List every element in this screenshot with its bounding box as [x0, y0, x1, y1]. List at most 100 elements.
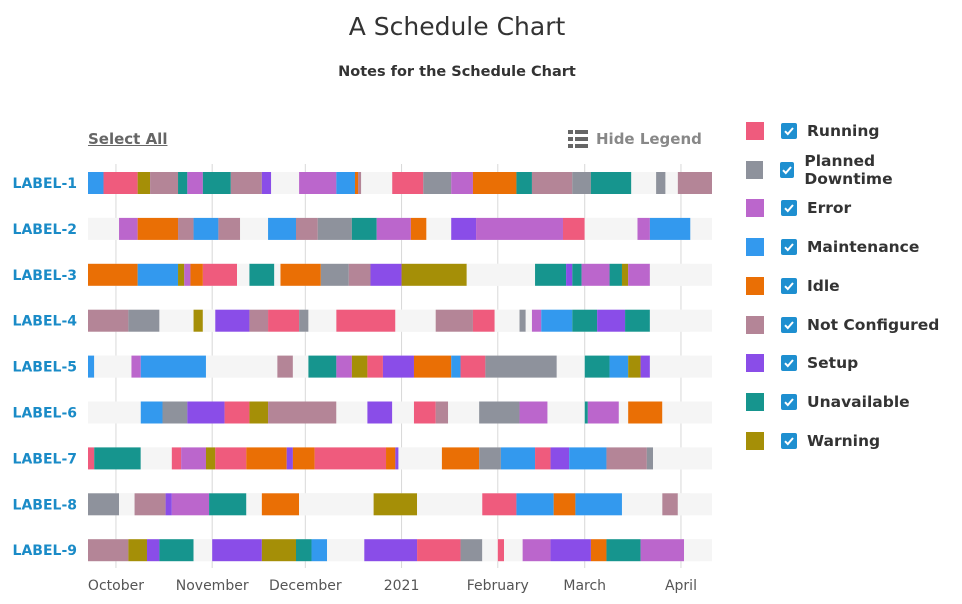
schedule-bar[interactable] [376, 217, 411, 240]
schedule-bar[interactable] [519, 401, 548, 424]
schedule-bar[interactable] [88, 447, 95, 470]
schedule-bar[interactable] [205, 355, 278, 378]
schedule-bar[interactable] [94, 355, 132, 378]
schedule-bar[interactable] [494, 309, 520, 332]
schedule-bar[interactable] [519, 309, 526, 332]
schedule-bar[interactable] [525, 309, 532, 332]
schedule-bar[interactable] [140, 447, 172, 470]
schedule-bar[interactable] [553, 493, 576, 516]
schedule-bar[interactable] [516, 172, 532, 194]
schedule-bar[interactable] [423, 172, 452, 194]
legend-item[interactable]: Error [746, 194, 956, 222]
schedule-bar[interactable] [88, 309, 129, 332]
schedule-bar[interactable] [299, 309, 309, 332]
schedule-bar[interactable] [246, 447, 287, 470]
schedule-bar[interactable] [621, 493, 663, 516]
schedule-bar[interactable] [131, 355, 141, 378]
schedule-bar[interactable] [547, 401, 585, 424]
schedule-bar[interactable] [348, 263, 371, 286]
schedule-bar[interactable] [230, 172, 262, 194]
schedule-bar[interactable] [584, 401, 588, 424]
legend-item[interactable]: Idle [746, 272, 956, 300]
schedule-bar[interactable] [88, 401, 141, 424]
checkbox-icon[interactable] [781, 200, 797, 217]
schedule-bar[interactable] [550, 539, 591, 562]
schedule-bar[interactable] [606, 539, 641, 562]
schedule-bar[interactable] [628, 355, 641, 378]
schedule-bar[interactable] [209, 493, 247, 516]
checkbox-icon[interactable] [781, 393, 797, 410]
schedule-bar[interactable] [410, 217, 427, 240]
schedule-bar[interactable] [249, 263, 275, 286]
schedule-bar[interactable] [482, 493, 517, 516]
schedule-bar[interactable] [535, 263, 567, 286]
schedule-bar[interactable] [308, 309, 337, 332]
schedule-bar[interactable] [656, 172, 666, 194]
schedule-bar[interactable] [299, 172, 337, 194]
schedule-bar[interactable] [562, 217, 585, 240]
schedule-bar[interactable] [367, 355, 383, 378]
schedule-bar[interactable] [224, 401, 250, 424]
schedule-bar[interactable] [88, 217, 120, 240]
schedule-bar[interactable] [479, 401, 520, 424]
schedule-bar[interactable] [88, 355, 95, 378]
schedule-bar[interactable] [296, 217, 318, 240]
schedule-bar[interactable] [435, 401, 449, 424]
schedule-bar[interactable] [649, 263, 691, 286]
checkbox-icon[interactable] [781, 355, 797, 372]
schedule-bar[interactable] [193, 309, 203, 332]
schedule-bar[interactable] [268, 401, 337, 424]
legend-item[interactable]: Setup [746, 349, 956, 377]
schedule-bar[interactable] [296, 539, 312, 562]
schedule-bar[interactable] [531, 172, 573, 194]
schedule-bar[interactable] [590, 172, 632, 194]
schedule-bar[interactable] [401, 263, 467, 286]
select-all-link[interactable]: Select All [88, 130, 168, 148]
schedule-bar[interactable] [190, 263, 203, 286]
legend-item[interactable]: Running [746, 117, 956, 145]
schedule-bar[interactable] [351, 355, 368, 378]
schedule-bar[interactable] [435, 309, 473, 332]
schedule-bar[interactable] [441, 447, 480, 470]
schedule-bar[interactable] [370, 263, 402, 286]
schedule-bar[interactable] [662, 401, 691, 424]
schedule-bar[interactable] [364, 539, 418, 562]
schedule-bar[interactable] [88, 172, 104, 194]
schedule-bar[interactable] [146, 539, 160, 562]
schedule-bar[interactable] [581, 263, 610, 286]
schedule-bar[interactable] [327, 539, 365, 562]
legend-item[interactable]: Maintenance [746, 233, 956, 261]
schedule-bar[interactable] [140, 401, 163, 424]
schedule-bar[interactable] [137, 172, 151, 194]
schedule-bar[interactable] [128, 309, 160, 332]
hide-legend-button[interactable]: Hide Legend [568, 130, 702, 148]
schedule-bar[interactable] [587, 401, 619, 424]
schedule-bar[interactable] [472, 309, 495, 332]
schedule-bar[interactable] [386, 447, 396, 470]
schedule-bar[interactable] [165, 493, 172, 516]
schedule-bar[interactable] [292, 447, 315, 470]
schedule-bar[interactable] [181, 447, 206, 470]
schedule-bar[interactable] [618, 401, 629, 424]
schedule-bar[interactable] [336, 309, 396, 332]
schedule-bar[interactable] [268, 309, 300, 332]
schedule-bar[interactable] [625, 309, 650, 332]
schedule-bar[interactable] [202, 263, 238, 286]
schedule-bar[interactable] [466, 263, 536, 286]
schedule-bar[interactable] [271, 172, 300, 194]
schedule-bar[interactable] [205, 447, 216, 470]
schedule-bar[interactable] [550, 447, 570, 470]
schedule-bar[interactable] [628, 263, 650, 286]
schedule-bar[interactable] [137, 217, 179, 240]
schedule-bar[interactable] [103, 172, 138, 194]
schedule-bar[interactable] [684, 539, 700, 562]
schedule-bar[interactable] [88, 493, 120, 516]
schedule-bar[interactable] [646, 447, 654, 470]
schedule-bar[interactable] [637, 217, 650, 240]
schedule-bar[interactable] [417, 493, 483, 516]
checkbox-icon[interactable] [781, 316, 797, 333]
schedule-bar[interactable] [336, 355, 352, 378]
schedule-bar[interactable] [662, 493, 678, 516]
schedule-bar[interactable] [569, 447, 607, 470]
schedule-bar[interactable] [311, 539, 328, 562]
